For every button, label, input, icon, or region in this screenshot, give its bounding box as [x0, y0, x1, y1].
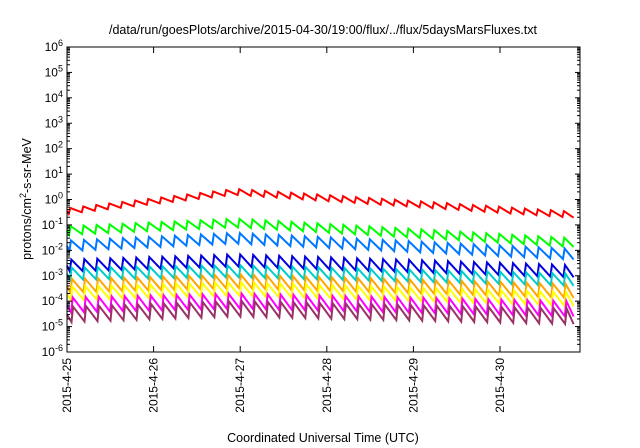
- y-tick-label: 106: [45, 38, 63, 54]
- y-axis-label-superscript: 2: [18, 193, 28, 198]
- y-tick-label: 102: [45, 140, 63, 156]
- series-line: [66, 279, 575, 309]
- x-tick-label: 2015-4-25: [60, 358, 74, 413]
- y-tick-label: 10-1: [42, 216, 63, 232]
- series-line: [66, 252, 575, 280]
- chart-title: /data/run/goesPlots/archive/2015-04-30/1…: [109, 23, 538, 37]
- y-tick-label: 100: [45, 191, 63, 207]
- y-tick-label: 10-5: [42, 318, 63, 334]
- y-tick-label: 103: [45, 114, 63, 130]
- x-axis: 2015-4-25 2015-4-26 2015-4-27 2015-4-28 2015…: [60, 47, 507, 413]
- series-layer: [66, 187, 575, 327]
- y-tick-label: 10-2: [42, 241, 63, 257]
- x-tick-label: 2015-4-27: [233, 358, 247, 413]
- x-tick-label: 2015-4-29: [406, 358, 420, 413]
- y-axis: 10-6 10-5 10-4 10-3 10-2 10-1 100 101 102 103 104 1…: [42, 38, 580, 359]
- y-tick-label: 10-4: [42, 292, 63, 308]
- y-axis-label: protons/cm2-s-sr-MeV: [18, 137, 34, 259]
- series-line: [66, 263, 575, 288]
- x-tick-label: 2015-4-28: [320, 358, 334, 413]
- y-tick-label: 101: [45, 165, 63, 181]
- y-tick-label: 10-3: [42, 267, 63, 283]
- x-tick-label: 2015-4-26: [147, 358, 161, 413]
- series-line: [66, 231, 575, 262]
- series-line: [66, 216, 575, 249]
- plot-frame: [66, 46, 581, 353]
- y-tick-label: 10-6: [42, 343, 63, 359]
- series-line: [66, 290, 575, 319]
- series-line: [66, 187, 575, 219]
- y-tick-label: 104: [45, 89, 63, 105]
- y-tick-label: 105: [45, 63, 63, 79]
- series-line: [66, 272, 575, 301]
- x-axis-label: Coordinated Universal Time (UTC): [227, 431, 419, 445]
- series-line: [66, 298, 575, 327]
- x-tick-label: 2015-4-30: [493, 358, 507, 413]
